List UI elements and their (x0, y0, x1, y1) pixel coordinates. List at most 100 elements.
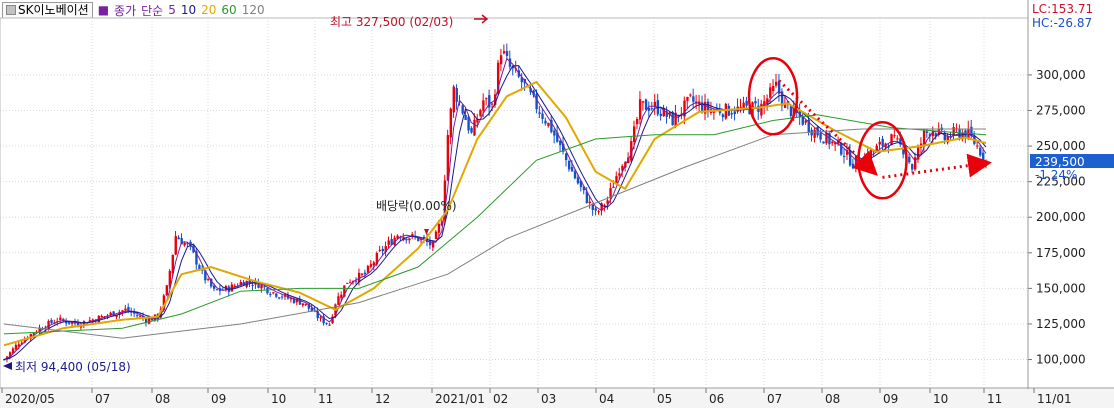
x-tick-label: 09 (211, 392, 226, 406)
candle-body (689, 94, 692, 96)
candle-body (381, 248, 385, 252)
candle-body (704, 101, 707, 114)
y-tick-label: 125,000 (1036, 317, 1086, 331)
candle-body (115, 314, 118, 317)
candle-body (434, 231, 438, 239)
candle-body (207, 279, 210, 281)
candle-body (606, 200, 609, 204)
candle-body (295, 298, 299, 303)
x-tick-label: 10 (271, 392, 286, 406)
x-tick-label: 10 (933, 392, 948, 406)
candle-body (328, 324, 331, 326)
candle-body (461, 105, 464, 114)
candle-body (411, 234, 414, 237)
candle-body (71, 322, 74, 324)
x-tick-label: 11/01 (1037, 392, 1072, 406)
candle-body (103, 316, 106, 318)
candle-body (777, 80, 781, 94)
candle-body (878, 141, 881, 145)
x-tick-label: 05 (657, 392, 672, 406)
candle-body (455, 88, 458, 102)
candle-body (168, 270, 172, 287)
y-tick-label: 100,000 (1036, 353, 1086, 367)
dividend-marker-icon (424, 229, 429, 235)
candle-body (807, 119, 810, 133)
legend-ma-type[interactable]: 단순 (141, 3, 164, 18)
candle-body (319, 317, 322, 319)
candle-body (476, 118, 479, 123)
candle-body (668, 112, 671, 115)
candle-body (840, 142, 843, 155)
candle-body (834, 142, 837, 145)
candle-body (553, 130, 556, 136)
candle-body (502, 51, 506, 54)
candle-body (825, 132, 828, 144)
candle-body (260, 284, 263, 289)
candle-body (804, 120, 807, 123)
high-pointer-icon (474, 14, 489, 24)
candle-body (304, 303, 308, 305)
x-tick-label: 2020/05 (5, 392, 55, 406)
candle-body (499, 55, 503, 65)
candle-body (763, 101, 766, 107)
candle-body (701, 102, 704, 112)
legend-price-type[interactable]: 종가 (114, 3, 137, 18)
candle-body (251, 284, 254, 286)
candle-body (532, 90, 535, 95)
candle-body (278, 297, 281, 299)
candle-body (582, 186, 586, 191)
candle-body (615, 176, 618, 185)
candle-body (600, 203, 603, 211)
low-pointer-icon (3, 362, 12, 370)
candle-body (538, 112, 541, 114)
legend-ma-120[interactable]: 120 (241, 3, 265, 17)
candle-body (38, 327, 41, 333)
candle-body (106, 315, 109, 317)
candle-body (982, 152, 985, 161)
candle-body (692, 96, 695, 102)
candle-body (162, 295, 166, 310)
candle-body (570, 166, 574, 172)
ma-legend-swatch-icon: ■ (97, 3, 110, 17)
candle-body (387, 240, 390, 245)
stock-selector[interactable]: SK이노베이션 (2, 1, 93, 19)
candle-body (647, 107, 651, 111)
candle-body (233, 285, 237, 287)
candle-body (769, 87, 772, 98)
candle-body (845, 149, 849, 155)
candle-body (431, 241, 435, 248)
candle-body (79, 326, 83, 328)
candle-body (511, 66, 515, 69)
candle-body (408, 238, 411, 241)
legend-ma-5[interactable]: 5 (168, 3, 176, 17)
candle-body (485, 98, 488, 100)
y-tick-label: 300,000 (1036, 68, 1086, 82)
candle-body (437, 223, 441, 233)
candle-body (594, 208, 597, 211)
legend-ma-60[interactable]: 60 (221, 3, 237, 17)
candle-body (307, 303, 311, 309)
candle-body (266, 287, 269, 294)
candle-body (730, 113, 734, 115)
candle-body (313, 310, 316, 312)
x-tick-label: 04 (599, 392, 614, 406)
x-tick-label: 07 (767, 392, 782, 406)
candle-body (550, 119, 553, 133)
y-tick-label: 275,000 (1036, 104, 1086, 118)
candle-body (20, 342, 24, 345)
candle-body (482, 100, 485, 111)
legend-ma-10[interactable]: 10 (180, 3, 197, 17)
candle-body (360, 273, 364, 275)
candle-body (449, 108, 453, 138)
stock-name: SK이노베이션 (18, 2, 89, 17)
candle-body (588, 201, 592, 204)
candle-body (292, 298, 296, 303)
candle-body (641, 101, 645, 103)
candle-body (491, 103, 494, 105)
plot-frame (0, 17, 1029, 389)
candle-body (848, 150, 852, 166)
candle-body (325, 322, 328, 324)
candle-body (798, 109, 802, 117)
legend-ma-20[interactable]: 20 (201, 3, 217, 17)
candle-body (671, 111, 674, 126)
